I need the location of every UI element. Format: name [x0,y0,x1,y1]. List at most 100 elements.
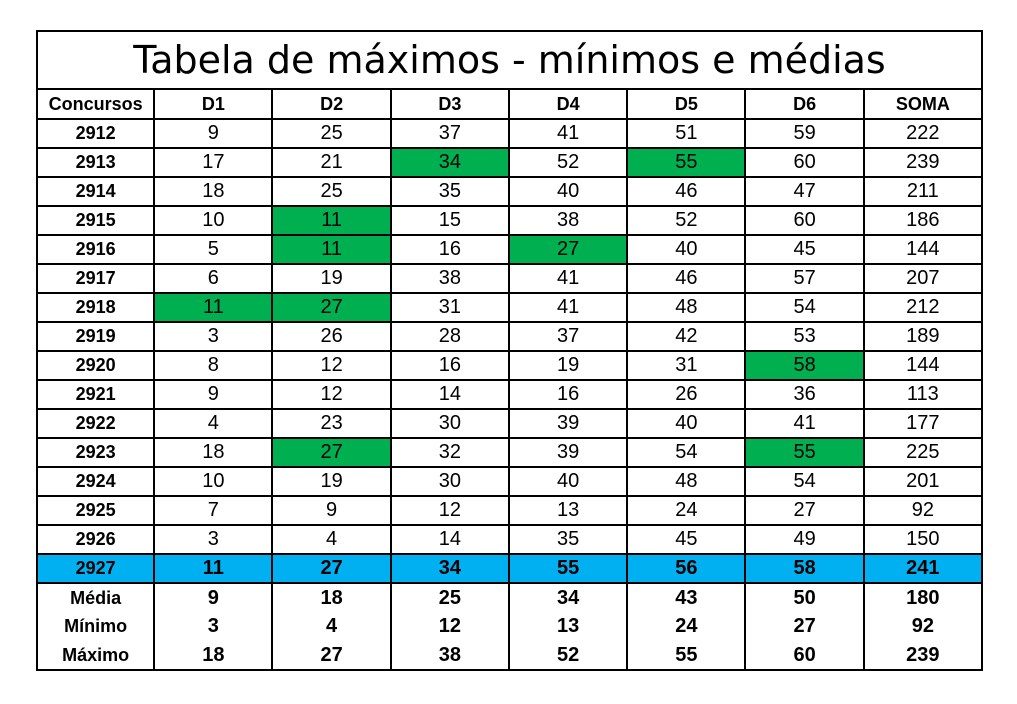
value-cell: 16 [507,379,629,410]
value-cell: 18 [153,437,274,468]
value-cell: 57 [744,263,865,294]
value-cell: 28 [389,321,510,352]
value-cell: 24 [626,612,747,641]
value-cell: 13 [507,612,629,641]
value-cell: 12 [271,350,392,381]
value-cell: 40 [507,176,629,207]
value-cell: 41 [507,292,629,323]
table-row: 2921 9 12 14 16 26 36 113 [35,379,984,410]
sum-cell: 180 [862,583,984,612]
value-cell: 4 [271,612,392,641]
value-cell: 42 [626,321,747,352]
draw-number: 2913 [35,147,156,178]
value-cell: 36 [744,379,865,410]
sum-cell: 239 [862,147,984,178]
header-d5: D5 [626,88,747,120]
table-row: 2925 7 9 12 13 24 27 92 [35,495,984,526]
value-cell: 27 [744,495,865,526]
value-cell: 30 [389,466,510,497]
value-cell: 30 [389,408,510,439]
value-cell: 27 [271,292,392,323]
value-cell: 41 [744,408,865,439]
value-cell: 25 [271,118,392,149]
current-draw-row: 2927 11 27 34 55 56 58 241 [35,553,984,584]
value-cell: 17 [153,147,274,178]
value-cell: 27 [271,553,392,584]
value-cell: 38 [389,263,510,294]
value-cell: 11 [153,553,274,584]
value-cell: 25 [389,583,510,612]
value-cell: 4 [271,524,392,555]
value-cell: 52 [507,147,629,178]
table-body: 2912 9 25 37 41 51 59 222 2913 17 21 34 52 55 60 239 291… [35,118,984,671]
value-cell: 26 [271,321,392,352]
value-cell: 55 [626,641,747,671]
value-cell: 10 [153,466,274,497]
stat-label: Máximo [35,641,156,671]
sum-cell: 222 [862,118,984,149]
draw-number: 2924 [35,466,156,497]
value-cell: 19 [271,263,392,294]
value-cell: 60 [744,147,865,178]
value-cell: 3 [153,321,274,352]
stat-label: Média [35,583,156,612]
stat-row: Máximo 18 27 38 52 55 60 239 [35,641,984,671]
sum-cell: 150 [862,524,984,555]
value-cell: 9 [271,495,392,526]
draw-number: 2917 [35,263,156,294]
value-cell: 21 [271,147,392,178]
value-cell: 11 [271,234,392,265]
draw-number: 2922 [35,408,156,439]
table-row: 2913 17 21 34 52 55 60 239 [35,147,984,178]
value-cell: 10 [153,205,274,236]
table-row: 2924 10 19 30 40 48 54 201 [35,466,984,497]
stat-label: Mínimo [35,612,156,641]
value-cell: 27 [271,641,392,671]
sum-cell: 177 [862,408,984,439]
value-cell: 59 [744,118,865,149]
draw-number: 2912 [35,118,156,149]
value-cell: 60 [744,205,865,236]
sum-cell: 211 [862,176,984,207]
value-cell: 35 [389,176,510,207]
value-cell: 23 [271,408,392,439]
value-cell: 13 [507,495,629,526]
sum-cell: 207 [862,263,984,294]
value-cell: 45 [744,234,865,265]
header-row: Concursos D1 D2 D3 D4 D5 D6 SOMA [35,88,984,120]
stat-row: Mínimo 3 4 12 13 24 27 92 [35,612,984,641]
draw-number: 2915 [35,205,156,236]
value-cell: 19 [271,466,392,497]
header-d1: D1 [153,88,274,120]
draw-number: 2914 [35,176,156,207]
value-cell: 9 [153,379,274,410]
value-cell: 34 [389,147,510,178]
value-cell: 32 [389,437,510,468]
value-cell: 11 [153,292,274,323]
value-cell: 35 [507,524,629,555]
value-cell: 47 [744,176,865,207]
value-cell: 34 [389,553,510,584]
value-cell: 26 [626,379,747,410]
value-cell: 55 [744,437,865,468]
value-cell: 54 [744,466,865,497]
value-cell: 7 [153,495,274,526]
table-row: 2914 18 25 35 40 46 47 211 [35,176,984,207]
draw-number: 2923 [35,437,156,468]
stats-table: Concursos D1 D2 D3 D4 D5 D6 SOMA 2912 9 25… [35,88,984,671]
draw-number: 2921 [35,379,156,410]
value-cell: 18 [271,583,392,612]
value-cell: 18 [153,641,274,671]
sum-cell: 225 [862,437,984,468]
value-cell: 16 [389,234,510,265]
table-row: 2918 11 27 31 41 48 54 212 [35,292,984,323]
header-d4: D4 [507,88,629,120]
value-cell: 58 [744,350,865,381]
sum-cell: 212 [862,292,984,323]
value-cell: 50 [744,583,865,612]
header-soma: SOMA [862,88,984,120]
draw-number: 2925 [35,495,156,526]
sum-cell: 239 [862,641,984,671]
draw-number: 2918 [35,292,156,323]
sum-cell: 113 [862,379,984,410]
